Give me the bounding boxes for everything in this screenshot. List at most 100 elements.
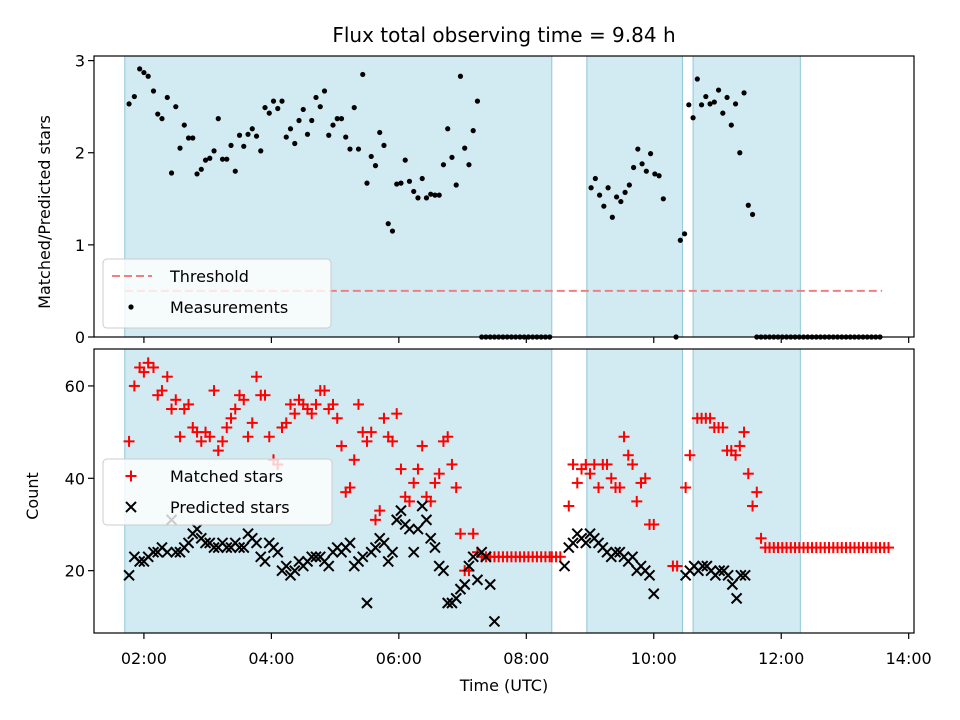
matched-star-point	[374, 505, 386, 517]
measurement-point	[728, 122, 734, 128]
legend-predicted-label: Predicted stars	[170, 498, 290, 517]
matched-star-point	[631, 495, 643, 507]
measurement-point	[249, 126, 255, 132]
predicted-star-point-b	[238, 541, 250, 554]
matched-star-point	[601, 458, 613, 470]
matched-star-point	[416, 440, 428, 452]
predicted-star-point	[609, 546, 622, 558]
matched-star-point	[217, 435, 229, 447]
measurement-point	[618, 198, 624, 205]
predicted-star-point	[471, 574, 484, 586]
predicted-star-point	[480, 551, 492, 563]
measurement-point	[198, 166, 204, 172]
matched-star-point	[648, 518, 660, 530]
matched-star-point	[730, 449, 742, 461]
predicted-star-point	[408, 546, 420, 558]
matched-star-point	[395, 463, 407, 475]
measurement-point	[360, 71, 366, 78]
matched-star-point	[344, 482, 356, 494]
matched-star-point	[684, 449, 696, 461]
measurement-point	[436, 192, 442, 198]
matched-star-point	[138, 366, 150, 378]
predicted-star-point	[310, 551, 322, 563]
measurement-point	[445, 126, 451, 132]
matched-star-point	[183, 398, 195, 410]
measurement-point	[660, 196, 666, 202]
matched-star-point	[361, 435, 373, 447]
matched-star-point	[212, 445, 224, 457]
matched-star-point	[310, 398, 322, 410]
measurement-point	[181, 122, 187, 128]
matched-star-point	[242, 431, 254, 443]
matched-star-point	[454, 528, 466, 540]
predicted-star-point	[391, 514, 403, 526]
predicted-star-point	[323, 560, 335, 572]
measurement-point	[385, 221, 391, 227]
measurement-point	[211, 148, 217, 154]
measurement-point	[643, 168, 649, 174]
measurement-point	[690, 115, 696, 121]
predicted-star-point	[191, 523, 203, 535]
measurement-point	[232, 168, 238, 174]
matched-star-point	[259, 389, 271, 401]
predicted-star-point	[567, 537, 579, 549]
matched-star-point	[584, 468, 596, 480]
predicted-star-point-b	[310, 551, 322, 563]
predicted-star-point-b	[441, 597, 454, 609]
matched-star-point	[742, 468, 754, 480]
measurement-point	[592, 175, 598, 182]
measurement-point	[334, 116, 340, 122]
matched-star-point	[755, 532, 767, 544]
measurement-point	[185, 135, 192, 141]
measurement-point	[449, 154, 455, 160]
matched-star-point	[365, 426, 377, 438]
measurement-point	[639, 161, 645, 167]
measurement-point	[194, 171, 200, 177]
measurement-point	[466, 162, 472, 168]
predicted-star-point-b	[567, 537, 579, 549]
predicted-star-point-b	[182, 537, 195, 549]
predicted-star-point	[133, 555, 146, 568]
count-y-tick-label: 20	[65, 562, 85, 581]
predicted-star-point	[458, 578, 471, 591]
measurement-point	[159, 116, 165, 122]
predicted-star-point-b	[280, 560, 292, 572]
measurement-point	[326, 132, 332, 138]
measurement-point	[745, 202, 751, 208]
measurement-point	[275, 105, 281, 112]
predicted-star-point	[735, 569, 747, 581]
measurement-point	[432, 192, 438, 198]
measurement-point	[749, 211, 756, 218]
matched-star-point	[289, 408, 301, 420]
matched-star-point	[442, 431, 454, 443]
matched-star-point	[174, 431, 186, 443]
predicted-star-point-b	[558, 560, 571, 572]
x-tick-label: 04:00	[248, 649, 294, 668]
measurement-point	[270, 98, 277, 104]
predicted-star-point-b	[722, 569, 734, 581]
measurement-point	[150, 88, 157, 94]
x-tick-label: 06:00	[376, 649, 422, 668]
measurement-point	[219, 156, 226, 162]
measurement-point	[681, 231, 688, 237]
ratio-y-tick-label: 2	[75, 144, 85, 163]
predicted-star-point-b	[357, 551, 369, 563]
matched-star-point	[166, 403, 178, 415]
measurement-point	[253, 133, 260, 139]
predicted-star-point	[208, 541, 220, 554]
measurement-point	[724, 94, 730, 101]
predicted-star-point	[488, 615, 501, 628]
predicted-star-point	[558, 560, 571, 572]
measurement-point	[411, 188, 417, 195]
ratio-legend: Threshold Measurements	[102, 258, 332, 329]
predicted-star-point-b	[429, 541, 441, 554]
predicted-star-point	[161, 546, 173, 558]
matched-star-point	[571, 477, 583, 489]
predicted-star-point-b	[272, 546, 284, 558]
predicted-star-point-b	[233, 541, 246, 554]
matched-star-point	[170, 394, 182, 406]
legend-frame	[102, 458, 333, 526]
predicted-star-point-b	[161, 546, 173, 558]
ratio-plot: 0 1 2 3	[75, 52, 915, 347]
measurement-point	[262, 104, 268, 111]
